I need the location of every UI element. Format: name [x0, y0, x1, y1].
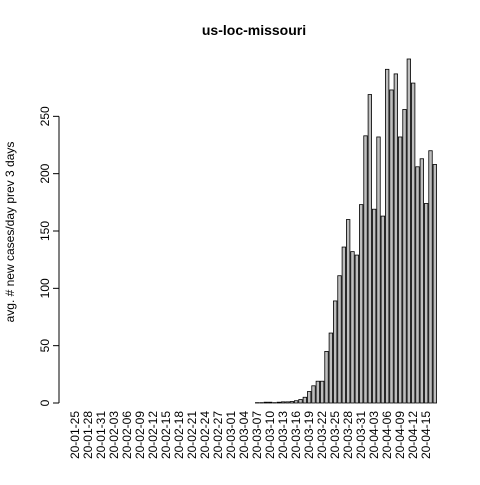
- bar: [325, 351, 328, 403]
- x-tick-label: 20-02-03: [107, 411, 121, 459]
- x-tick-label: 20-02-15: [159, 411, 173, 459]
- bar: [416, 167, 419, 403]
- bar: [385, 69, 388, 403]
- bar: [264, 402, 267, 403]
- bar: [281, 402, 284, 403]
- x-tick-label: 20-04-12: [406, 411, 420, 459]
- x-tick-label: 20-03-19: [302, 411, 316, 459]
- bar: [329, 333, 332, 403]
- y-tick-label: 100: [38, 278, 52, 298]
- x-tick-label: 20-04-06: [380, 411, 394, 459]
- x-tick-label: 20-03-22: [315, 411, 329, 459]
- x-tick-label: 20-03-10: [263, 411, 277, 459]
- x-tick-label: 20-04-09: [393, 411, 407, 459]
- bar: [320, 381, 323, 403]
- bar: [433, 164, 436, 403]
- bar: [377, 137, 380, 403]
- x-tick-label: 20-03-28: [341, 411, 355, 459]
- bar: [420, 159, 423, 403]
- y-tick-label: 50: [38, 339, 52, 353]
- bar: [346, 220, 349, 403]
- bar: [351, 252, 354, 403]
- bar: [394, 74, 397, 403]
- x-tick-label: 20-02-12: [146, 411, 160, 459]
- x-tick-label: 20-03-04: [237, 411, 251, 459]
- bar: [355, 255, 358, 403]
- bar: [303, 397, 306, 403]
- y-tick-label: 250: [38, 106, 52, 126]
- x-tick-label: 20-04-03: [367, 411, 381, 459]
- bar: [299, 400, 302, 403]
- bar: [277, 402, 280, 403]
- x-tick-label: 20-02-06: [120, 411, 134, 459]
- bar: [312, 386, 315, 403]
- bar: [368, 95, 371, 403]
- bar: [294, 401, 297, 403]
- x-tick-label: 20-04-15: [419, 411, 433, 459]
- bar: [398, 137, 401, 403]
- bar: [359, 205, 362, 403]
- bar: [316, 381, 319, 403]
- y-tick-label: 150: [38, 221, 52, 241]
- y-tick-label: 0: [38, 399, 52, 406]
- x-tick-label: 20-03-25: [328, 411, 342, 459]
- bar: [268, 402, 271, 403]
- bar: [390, 90, 393, 403]
- x-tick-label: 20-03-16: [289, 411, 303, 459]
- x-tick-label: 20-01-25: [68, 411, 82, 459]
- y-tick-label: 200: [38, 163, 52, 183]
- bar: [381, 216, 384, 403]
- bar: [333, 301, 336, 403]
- bar: [307, 392, 310, 403]
- bar: [411, 83, 414, 403]
- bar: [403, 109, 406, 403]
- bar: [429, 151, 432, 403]
- x-tick-label: 20-03-01: [224, 411, 238, 459]
- x-tick-label: 20-02-18: [172, 411, 186, 459]
- bar: [424, 203, 427, 403]
- bar: [290, 402, 293, 403]
- x-tick-label: 20-03-07: [250, 411, 264, 459]
- x-tick-label: 20-02-21: [185, 411, 199, 459]
- x-tick-label: 20-03-31: [354, 411, 368, 459]
- x-tick-label: 20-02-09: [133, 411, 147, 459]
- x-tick-label: 20-01-31: [94, 411, 108, 459]
- bar: [372, 209, 375, 403]
- bar: [407, 59, 410, 403]
- chart-title: us-loc-missouri: [202, 22, 306, 38]
- bar: [338, 276, 341, 403]
- bar: [342, 247, 345, 403]
- bar: [286, 402, 289, 403]
- y-axis-label: avg. # new cases/day prev 3 days: [3, 142, 17, 323]
- x-tick-label: 20-02-27: [211, 411, 225, 459]
- x-tick-label: 20-01-28: [81, 411, 95, 459]
- bar: [364, 136, 367, 403]
- x-tick-label: 20-02-24: [198, 411, 212, 459]
- x-tick-label: 20-03-13: [276, 411, 290, 459]
